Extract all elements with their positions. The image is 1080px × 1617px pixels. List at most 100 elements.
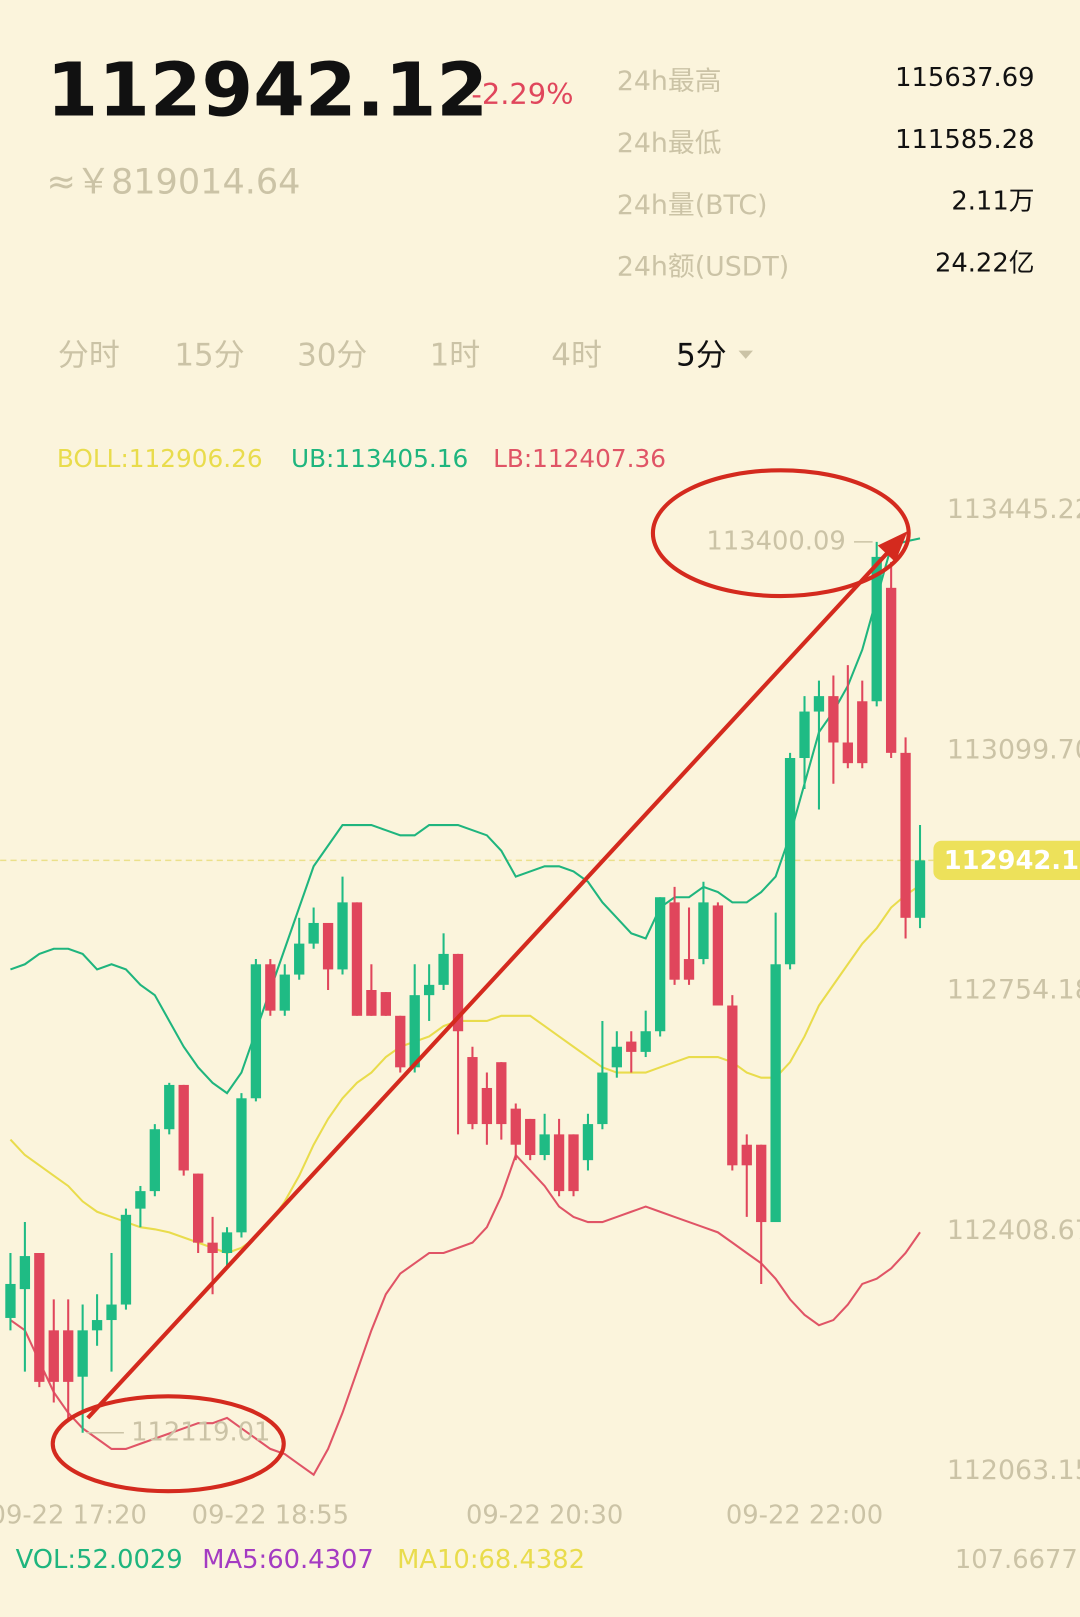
stat-label: 24h最低 (617, 128, 722, 159)
cny-price: ≈￥819014.64 (47, 162, 301, 203)
candle-body (164, 1084, 175, 1130)
candle-body (77, 1330, 88, 1377)
stat-value: 111585.28 (895, 125, 1034, 155)
candle-body (669, 902, 680, 980)
candle-body (366, 990, 377, 1016)
candle-body (683, 959, 695, 980)
candle-body (626, 1041, 637, 1052)
stat-label: 24h额(USDT) (617, 252, 789, 283)
candle-body (19, 1256, 31, 1290)
candle-body (380, 992, 391, 1016)
candle-body (857, 701, 868, 764)
candle-body (106, 1304, 117, 1321)
x-tick-label: 09-22 20:30 (466, 1500, 623, 1530)
candle-body (423, 984, 435, 996)
stat-value: 24.22亿 (935, 249, 1035, 279)
candle-body (192, 1173, 204, 1243)
candle-body (525, 1118, 536, 1156)
candle-body (799, 711, 810, 759)
legend-entry: BOLL:112906.26 (57, 444, 263, 473)
candle-body (395, 1015, 406, 1068)
candle-body (221, 1232, 233, 1254)
candle-body (871, 556, 882, 702)
candle-body (48, 1330, 59, 1382)
timeframe-tab[interactable]: 15分 (174, 337, 244, 373)
volume-legend: MA10:68.4382 (397, 1545, 585, 1575)
candle-body (582, 1124, 594, 1161)
volume-legend: VOL:52.0029 (16, 1545, 183, 1575)
stat-value: 115637.69 (895, 63, 1034, 93)
candle-body (438, 953, 449, 985)
band-line (9, 884, 921, 1255)
candle-body (900, 752, 911, 918)
low-marker-label: 112119.01 (131, 1417, 270, 1447)
candle-body (337, 902, 348, 970)
highlight-ellipse (50, 1394, 286, 1494)
y-tick-label: 112063.15 (947, 1455, 1080, 1486)
candle-body (294, 943, 305, 975)
candle-body (727, 1005, 738, 1166)
candle-body (5, 1283, 16, 1318)
timeframe-tab[interactable]: 4时 (551, 337, 602, 373)
candle-body (452, 953, 464, 1032)
candle-body (409, 995, 420, 1068)
candle-body (481, 1087, 493, 1125)
candle-body (178, 1084, 189, 1171)
candle-body (914, 860, 926, 918)
timeframe-tab[interactable]: 分时 (58, 337, 120, 373)
stat-label: 24h最高 (617, 66, 722, 97)
band-line (10, 537, 921, 1095)
timeframe-tab[interactable]: 1时 (430, 337, 481, 373)
candle-body (784, 758, 796, 965)
change: -2.29% (471, 77, 573, 111)
candle-body (34, 1253, 45, 1382)
y-tick-label: 112754.18 (947, 975, 1080, 1006)
annotations (50, 468, 911, 1494)
candle-body (510, 1108, 521, 1145)
candle-body (236, 1098, 247, 1233)
volume-axis-max: 107.6677 (955, 1545, 1078, 1575)
volume-legend: MA5:60.4307 (202, 1545, 373, 1575)
candle-body (698, 902, 709, 960)
candle-body (207, 1242, 218, 1254)
y-tick-label: 113099.70 (947, 734, 1080, 765)
candle-body (496, 1062, 507, 1125)
candle-body (63, 1330, 74, 1382)
dropdown-arrow (738, 350, 753, 359)
last-price-tag (933, 840, 1080, 880)
candle-body (568, 1134, 579, 1192)
high-marker-label: 113400.09 (706, 526, 845, 556)
candle-body (885, 587, 897, 753)
candle-body (842, 742, 853, 764)
y-tick-label: 113445.22 (947, 494, 1080, 525)
candle-body (654, 897, 666, 1032)
timeframe-tab[interactable]: 5分 (676, 337, 727, 373)
candle-body (640, 1031, 651, 1052)
candle-body (120, 1214, 132, 1305)
stats: 24h最高 115637.69 24h最低 111585.28 24h量(BTC) 2.1… (617, 63, 1035, 283)
stat-value: 2.11万 (951, 187, 1034, 217)
candle-body (322, 922, 334, 970)
candle-body (279, 974, 290, 1011)
candle-body (91, 1320, 103, 1331)
x-tick-label: 09-22 18:55 (192, 1500, 349, 1530)
highlight-ellipse (650, 468, 911, 599)
timeframe-tab[interactable]: 30分 (297, 337, 367, 373)
x-tick-label: 09-22 22:00 (726, 1500, 883, 1530)
price: 112942.12 (47, 46, 489, 133)
band-line (9, 1153, 921, 1477)
arrow-head (877, 531, 908, 563)
legend-entry: UB:113405.16 (291, 444, 468, 473)
candle-body (351, 902, 363, 1016)
candle-body (250, 964, 262, 1099)
candle-body (308, 922, 319, 944)
candle-body (813, 696, 825, 712)
candle-body (770, 964, 781, 1223)
candle-body (467, 1057, 478, 1125)
y-tick-label: 112408.67 (947, 1215, 1080, 1246)
candle-body (539, 1134, 550, 1156)
candle-body (265, 964, 276, 1011)
x-tick-label: 09-22 17:20 (0, 1500, 147, 1530)
candle-body (756, 1144, 767, 1223)
